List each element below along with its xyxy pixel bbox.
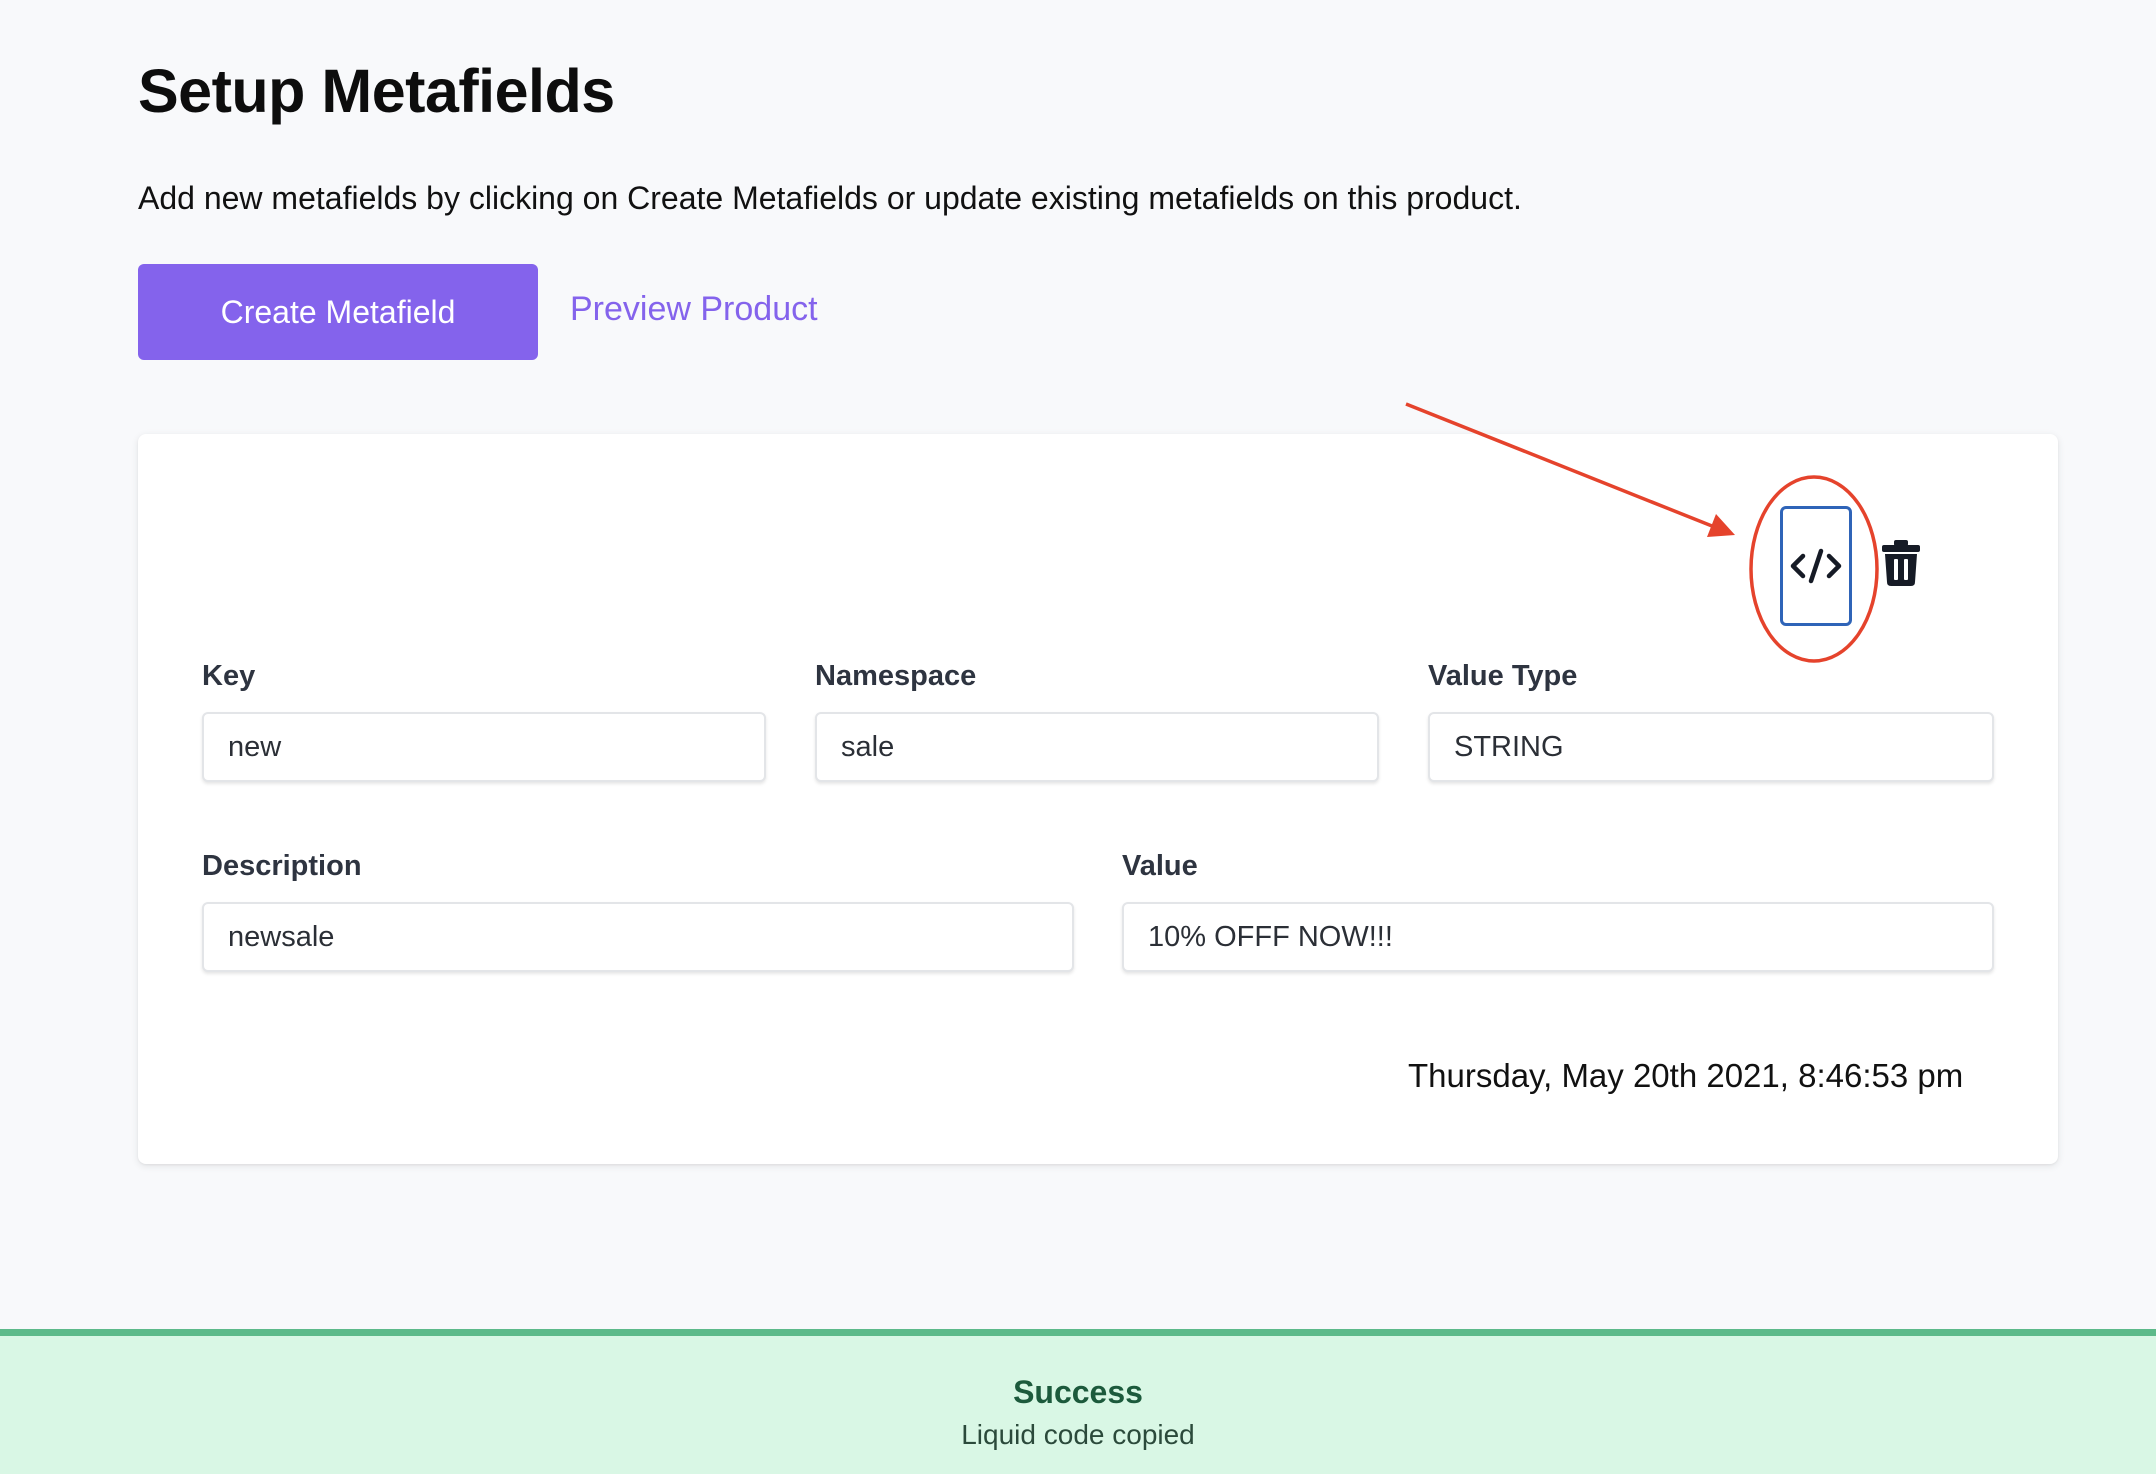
success-toast: Success Liquid code copied — [0, 1329, 2156, 1474]
key-label: Key — [202, 660, 256, 692]
namespace-input[interactable] — [815, 712, 1379, 782]
description-label: Description — [202, 850, 362, 882]
value-label: Value — [1122, 850, 1198, 882]
value-input[interactable] — [1122, 902, 1994, 972]
code-icon — [1789, 546, 1843, 586]
value-type-label: Value Type — [1428, 660, 1578, 692]
page-title: Setup Metafields — [138, 57, 615, 125]
updated-timestamp: Thursday, May 20th 2021, 8:46:53 pm — [1408, 1057, 1964, 1094]
trash-icon — [1882, 540, 1920, 586]
page-description: Add new metafields by clicking on Create… — [138, 180, 1522, 216]
preview-product-link[interactable]: Preview Product — [570, 290, 818, 328]
value-type-input[interactable] — [1428, 712, 1994, 782]
copy-liquid-code-button[interactable] — [1780, 506, 1852, 626]
toast-message: Liquid code copied — [961, 1419, 1195, 1450]
toast-title: Success — [1013, 1374, 1143, 1410]
metafield-card — [138, 434, 2058, 1164]
description-input[interactable] — [202, 902, 1074, 972]
namespace-label: Namespace — [815, 660, 977, 692]
create-metafield-button[interactable]: Create Metafield — [138, 264, 538, 360]
delete-metafield-button[interactable] — [1878, 538, 1924, 588]
key-input[interactable] — [202, 712, 766, 782]
